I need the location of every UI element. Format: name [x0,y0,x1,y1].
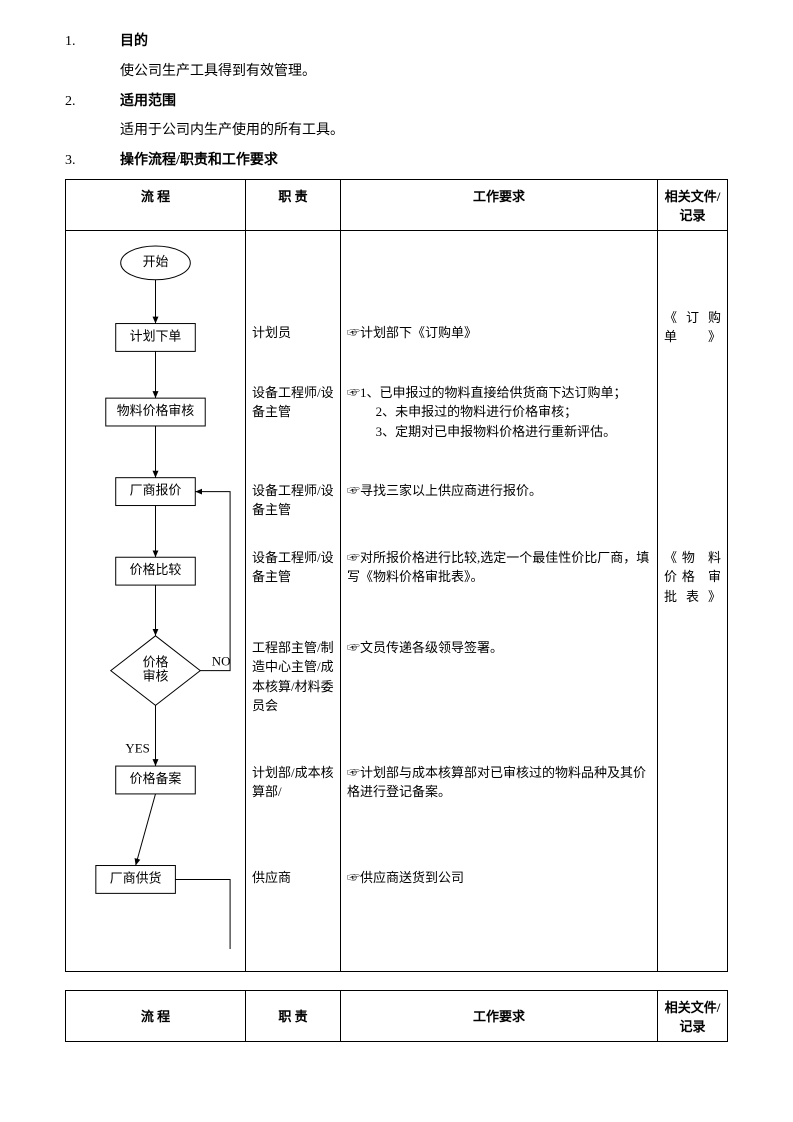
req-text: ☞1、已申报过的物料直接给供货商下达订购单；2、未申报过的物料进行价格审核；3、… [345,381,653,444]
duty-text: 设备工程师/设备主管 [250,381,336,424]
req-text: ☞计划部与成本核算部对已审核过的物料品种及其价格进行登记备案。 [345,761,653,804]
th-flow-2: 流 程 [66,990,246,1041]
duty-text: 设备工程师/设备主管 [250,479,336,522]
section-title: 适用范围 [120,90,176,114]
th-doc: 相关文件/记录 [658,179,728,230]
duty-text: 计划员 [250,321,336,345]
req-text: ☞寻找三家以上供应商进行报价。 [345,479,653,503]
duty-text: 工程部主管/制造中心主管/成本核算/材料委员会 [250,636,336,718]
section-1: 1. 目的 [65,30,728,54]
doc-cell: 《 订 购单》《物 料 价格 审 批表》 [658,230,728,971]
flowchart-cell: 开始计划下单物料价格审核厂商报价价格比较价格审核价格备案厂商供货 YES NO [66,230,246,971]
process-table-2: 流 程 职 责 工作要求 相关文件/记录 [65,990,728,1042]
th-req: 工作要求 [341,179,658,230]
req-text: ☞计划部下《订购单》 [345,321,653,345]
flowchart-svg: 开始计划下单物料价格审核厂商报价价格比较价格审核价格备案厂商供货 YES NO [66,231,245,971]
svg-text:价格备案: 价格备案 [130,771,182,786]
svg-text:审核: 审核 [143,669,169,684]
duty-text: 设备工程师/设备主管 [250,546,336,589]
duty-text: 供应商 [250,866,336,890]
svg-text:开始: 开始 [143,254,169,269]
th-doc-2: 相关文件/记录 [658,990,728,1041]
req-cell: ☞计划部下《订购单》 ☞1、已申报过的物料直接给供货商下达订购单；2、未申报过的物… [341,230,658,971]
req-text: ☞文员传递各级领导签署。 [345,636,653,660]
section-2-body: 适用于公司内生产使用的所有工具。 [120,119,728,143]
section-title: 目的 [120,30,148,54]
duty-cell: 计划员设备工程师/设备主管设备工程师/设备主管设备工程师/设备主管工程部主管/制… [246,230,341,971]
svg-text:NO: NO [212,654,231,669]
req-text: ☞供应商送货到公司 [345,866,653,890]
duty-text: 计划部/成本核算部/ [250,761,336,804]
doc-text: 《 订 购单》 [662,306,723,349]
process-table: 流 程 职 责 工作要求 相关文件/记录 开始计划下单物料价格审核厂商报价价格比… [65,179,728,972]
svg-text:价格: 价格 [143,655,169,670]
svg-text:物料价格审核: 物料价格审核 [117,403,195,418]
svg-text:厂商供货: 厂商供货 [110,870,162,885]
svg-text:计划下单: 计划下单 [130,328,182,343]
doc-text: 《物 料 价格 审 批表》 [662,546,723,609]
section-num: 3. [65,149,120,173]
th-flow: 流 程 [66,179,246,230]
section-2: 2. 适用范围 [65,90,728,114]
req-text: ☞对所报价格进行比较,选定一个最佳性价比厂商，填写《物料价格审批表》。 [345,546,653,589]
th-duty: 职 责 [246,179,341,230]
svg-text:厂商报价: 厂商报价 [130,483,182,498]
th-duty-2: 职 责 [246,990,341,1041]
th-req-2: 工作要求 [341,990,658,1041]
section-title: 操作流程/职责和工作要求 [120,149,278,173]
svg-text:价格比较: 价格比较 [130,562,182,577]
section-num: 2. [65,90,120,114]
section-1-body: 使公司生产工具得到有效管理。 [120,60,728,84]
section-num: 1. [65,30,120,54]
section-3: 3. 操作流程/职责和工作要求 [65,149,728,173]
svg-text:YES: YES [125,741,149,756]
